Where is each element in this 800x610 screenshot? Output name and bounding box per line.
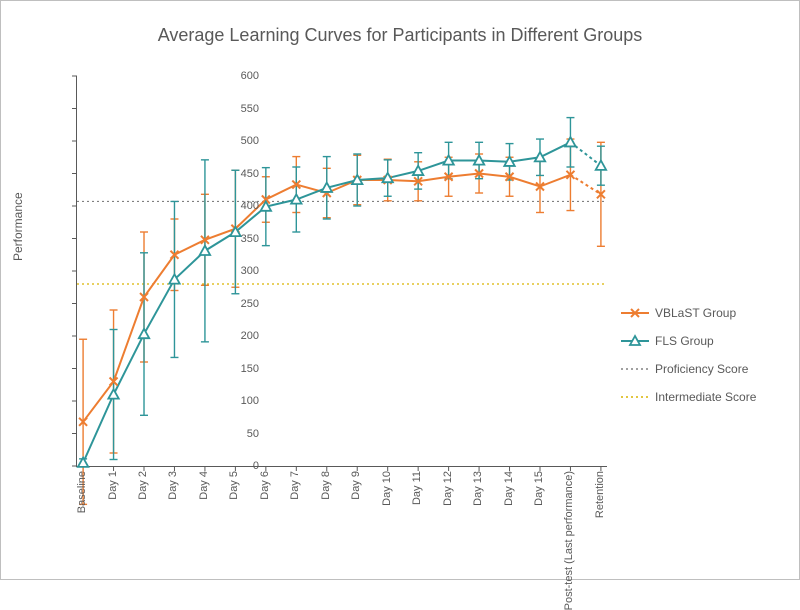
x-tick-label: Retention <box>594 471 606 518</box>
x-tick-label: Day 13 <box>472 471 484 506</box>
x-tick-label: Day 12 <box>442 471 454 506</box>
legend-label: VBLaST Group <box>655 306 736 320</box>
legend-item: FLS Group <box>621 334 756 348</box>
y-tick-label: 350 <box>199 233 259 245</box>
y-tick-label: 150 <box>199 363 259 375</box>
x-tick-label: Day 6 <box>259 471 271 500</box>
legend-label: Proficiency Score <box>655 362 748 376</box>
y-tick-label: 600 <box>199 70 259 82</box>
y-tick-label: 300 <box>199 265 259 277</box>
plot-svg <box>77 76 607 466</box>
x-tick-label: Day 11 <box>411 471 423 505</box>
x-tick-label: Day 5 <box>228 471 240 500</box>
x-tick-label: Day 4 <box>198 471 210 500</box>
x-tick-label: Day 14 <box>503 471 515 506</box>
x-tick-label: Day 7 <box>289 471 301 500</box>
y-tick-label: 100 <box>199 395 259 407</box>
legend-item: Intermediate Score <box>621 390 756 404</box>
chart-frame: Average Learning Curves for Participants… <box>0 0 800 580</box>
plot-area <box>76 76 607 467</box>
y-tick-label: 250 <box>199 298 259 310</box>
legend-swatch <box>621 334 649 348</box>
y-tick-label: 450 <box>199 168 259 180</box>
legend-swatch <box>621 306 649 320</box>
x-tick-label: Day 1 <box>107 471 119 500</box>
x-tick-label: Baseline <box>76 471 88 513</box>
legend: VBLaST Group FLS Group Proficiency Score In… <box>621 306 756 418</box>
y-tick-label: 400 <box>199 200 259 212</box>
y-tick-label: 200 <box>199 330 259 342</box>
y-tick-label: 550 <box>199 103 259 115</box>
legend-label: FLS Group <box>655 334 714 348</box>
y-tick-label: 50 <box>199 428 259 440</box>
legend-swatch <box>621 362 649 376</box>
x-tick-label: Day 2 <box>137 471 149 500</box>
x-tick-label: Day 15 <box>533 471 545 506</box>
x-tick-label: Day 8 <box>320 471 332 500</box>
legend-item: Proficiency Score <box>621 362 756 376</box>
y-tick-label: 500 <box>199 135 259 147</box>
legend-swatch <box>621 390 649 404</box>
chart-title: Average Learning Curves for Participants… <box>1 25 799 46</box>
y-axis-label: Performance <box>11 192 25 261</box>
legend-label: Intermediate Score <box>655 390 756 404</box>
x-tick-label: Day 10 <box>381 471 393 506</box>
legend-item: VBLaST Group <box>621 306 756 320</box>
x-tick-label: Day 9 <box>350 471 362 500</box>
x-tick-label: Day 3 <box>167 471 179 500</box>
x-tick-label: Post-test (Last performance) <box>563 471 575 610</box>
